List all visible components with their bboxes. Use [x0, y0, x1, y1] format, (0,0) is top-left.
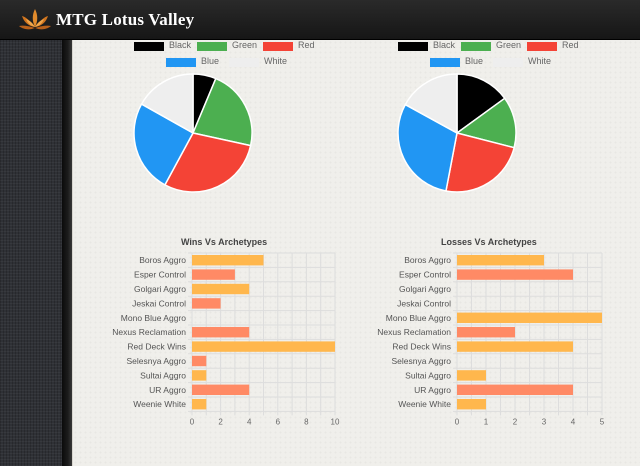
category-label-sultai-aggro: Sultai Aggro: [140, 370, 186, 380]
legend-label-red[interactable]: Red: [298, 40, 315, 50]
category-label-nexus-reclamation: Nexus Reclamation: [112, 327, 186, 337]
pie-slice-green[interactable]: [191, 77, 253, 147]
wins-bar-chart: 0 2 4 6 8 10 Boros Aggro Esper Control Golgari A…: [112, 252, 340, 426]
losses-bar-chart: 0 1 2 3 4 5 Boros Aggro Esper Control Golgari Ag…: [377, 252, 605, 426]
bar-esper-control[interactable]: [192, 269, 235, 280]
bar-red-deck-wins[interactable]: [192, 341, 335, 352]
category-label-nexus-reclamation: Nexus Reclamation: [377, 327, 451, 337]
bar-nexus-reclamation[interactable]: [457, 327, 515, 338]
x-tick-label: 2: [513, 417, 518, 426]
category-label-mono-blue-aggro: Mono Blue Aggro: [121, 313, 186, 323]
legend-label-white[interactable]: White: [528, 56, 552, 66]
bar-ur-aggro[interactable]: [457, 384, 573, 395]
category-label-jeskai-control: Jeskai Control: [397, 298, 451, 308]
legend-label-black[interactable]: Black: [433, 40, 456, 50]
legend-swatch-white[interactable]: [493, 58, 523, 67]
lotus-icon[interactable]: [18, 6, 52, 34]
category-label-boros-aggro: Boros Aggro: [139, 255, 186, 265]
legend-swatch-white[interactable]: [229, 58, 259, 67]
legend-label-green[interactable]: Green: [232, 40, 258, 50]
pie-slice-white[interactable]: [140, 73, 194, 135]
category-label-golgari-aggro: Golgari Aggro: [399, 284, 451, 294]
category-label-red-deck-wins: Red Deck Wins: [392, 342, 451, 352]
losses-chart-title: Losses Vs Archetypes: [441, 237, 537, 247]
bar-nexus-reclamation[interactable]: [192, 327, 250, 338]
category-label-ur-aggro: UR Aggro: [149, 385, 186, 395]
pie-slice-blue[interactable]: [133, 103, 195, 186]
pie-slice-red[interactable]: [445, 132, 516, 193]
bar-weenie-white[interactable]: [457, 399, 486, 410]
bar-ur-aggro[interactable]: [192, 384, 250, 395]
category-label-ur-aggro: UR Aggro: [414, 385, 451, 395]
pie-slice-blue[interactable]: [397, 103, 458, 192]
x-tick-label: 5: [600, 417, 605, 426]
legend-swatch-blue[interactable]: [430, 58, 460, 67]
legend-swatch-blue[interactable]: [166, 58, 196, 67]
x-tick-label: 2: [218, 417, 223, 426]
category-label-weenie-white: Weenie White: [398, 399, 451, 409]
category-label-boros-aggro: Boros Aggro: [404, 255, 451, 265]
legend-label-green[interactable]: Green: [496, 40, 522, 50]
bar-esper-control[interactable]: [457, 269, 573, 280]
legend-label-black[interactable]: Black: [169, 40, 192, 50]
category-label-esper-control: Esper Control: [134, 270, 186, 280]
top-navbar: MTG Lotus Valley: [0, 0, 640, 40]
legend-swatch-black[interactable]: [134, 42, 164, 51]
pie-slice-black[interactable]: [456, 73, 506, 135]
legend-swatch-green[interactable]: [461, 42, 491, 51]
category-label-golgari-aggro: Golgari Aggro: [134, 284, 186, 294]
x-tick-label: 1: [484, 417, 489, 426]
category-label-sultai-aggro: Sultai Aggro: [405, 370, 451, 380]
x-tick-label: 4: [247, 417, 252, 426]
legend-swatch-green[interactable]: [197, 42, 227, 51]
category-label-esper-control: Esper Control: [399, 270, 451, 280]
legend-swatch-red[interactable]: [527, 42, 557, 51]
bar-weenie-white[interactable]: [192, 399, 207, 410]
bar-boros-aggro[interactable]: [457, 255, 544, 266]
pie-slice-red[interactable]: [163, 132, 252, 193]
category-label-weenie-white: Weenie White: [133, 399, 186, 409]
left-sidebar: [0, 40, 62, 466]
legend-label-blue[interactable]: Blue: [201, 56, 220, 66]
main-content: Black Green Red Blue White Black Green Red Blue…: [72, 40, 640, 466]
category-label-selesnya-aggro: Selesnya Aggro: [126, 356, 186, 366]
legend-label-red[interactable]: Red: [562, 40, 579, 50]
legend-swatch-black[interactable]: [398, 42, 428, 51]
bar-mono-blue-aggro[interactable]: [457, 312, 602, 323]
bar-boros-aggro[interactable]: [192, 255, 264, 266]
bar-jeskai-control[interactable]: [192, 298, 221, 309]
pie-slice-green[interactable]: [455, 97, 517, 149]
pie-svg: [397, 73, 517, 193]
bar-red-deck-wins[interactable]: [457, 341, 573, 352]
category-label-mono-blue-aggro: Mono Blue Aggro: [386, 313, 451, 323]
x-tick-label: 10: [331, 417, 340, 426]
x-tick-label: 3: [542, 417, 547, 426]
bar-golgari-aggro[interactable]: [192, 283, 250, 295]
x-tick-label: 0: [190, 417, 195, 426]
app-title[interactable]: MTG Lotus Valley: [56, 10, 195, 29]
sidebar-divider: [62, 40, 72, 466]
category-label-red-deck-wins: Red Deck Wins: [127, 342, 186, 352]
pie-svg: [133, 73, 253, 193]
bar-sultai-aggro[interactable]: [192, 370, 207, 381]
legend-label-white[interactable]: White: [264, 56, 288, 66]
x-tick-label: 8: [304, 417, 309, 426]
bar-selesnya-aggro[interactable]: [192, 355, 207, 367]
bar-sultai-aggro[interactable]: [457, 370, 486, 381]
x-tick-label: 4: [571, 417, 576, 426]
legend-label-blue[interactable]: Blue: [465, 56, 484, 66]
category-label-selesnya-aggro: Selesnya Aggro: [391, 356, 451, 366]
pie-slice-white[interactable]: [404, 73, 458, 135]
wins-chart-title: Wins Vs Archetypes: [181, 237, 268, 247]
category-label-jeskai-control: Jeskai Control: [132, 298, 186, 308]
x-tick-label: 0: [455, 417, 460, 426]
x-tick-label: 6: [276, 417, 281, 426]
legend-swatch-red[interactable]: [263, 42, 293, 51]
